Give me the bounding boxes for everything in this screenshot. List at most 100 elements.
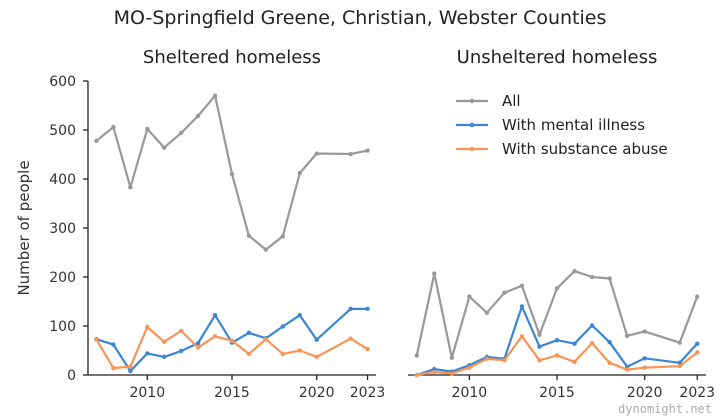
data-point-mental <box>111 342 116 347</box>
data-point-all <box>572 268 577 274</box>
data-point-substance <box>642 365 647 370</box>
data-point-all <box>178 130 184 136</box>
data-point-all <box>537 332 542 338</box>
data-point-mental <box>642 356 647 361</box>
legend-marker-substance <box>469 146 475 152</box>
data-point-mental <box>695 341 700 346</box>
data-point-all <box>624 333 630 338</box>
data-point-mental <box>554 338 560 343</box>
series-line-substance <box>95 325 369 370</box>
y-tick-label: 500 <box>49 123 76 139</box>
data-point-all <box>314 151 319 156</box>
x-tick-label: 2010 <box>129 385 165 401</box>
data-point-mental <box>348 306 353 312</box>
x-tick-label: 2015 <box>539 385 575 401</box>
data-point-all <box>297 170 302 176</box>
data-point-all <box>414 353 419 358</box>
unsheltered-panel: Unsheltered homeless 2010 2015 2020 2023 All… <box>408 47 715 401</box>
data-point-mental <box>677 360 682 365</box>
data-point-substance <box>128 364 133 369</box>
data-point-all <box>642 329 647 334</box>
data-point-all <box>365 148 370 153</box>
data-point-substance <box>695 350 700 355</box>
data-point-mental <box>128 368 133 374</box>
y-tick-label: 100 <box>49 319 76 335</box>
data-point-all <box>502 290 507 295</box>
data-point-substance <box>589 340 595 346</box>
data-point-all <box>484 310 490 315</box>
watermark: dynomight.net <box>618 402 712 416</box>
data-point-mental <box>162 354 167 360</box>
data-point-substance <box>212 334 218 339</box>
data-point-all <box>246 233 252 239</box>
data-point-all <box>229 171 235 177</box>
data-point-substance <box>607 360 612 365</box>
data-point-mental <box>280 324 286 329</box>
data-point-substance <box>554 353 560 358</box>
legend-label-all: All <box>502 92 521 110</box>
data-point-substance <box>263 337 269 342</box>
data-point-all <box>145 126 150 132</box>
data-point-all <box>348 151 353 157</box>
y-tick-label: 400 <box>49 172 76 188</box>
series-line-mental <box>96 307 368 373</box>
data-point-all <box>467 294 472 299</box>
legend-marker-mental <box>469 122 475 128</box>
data-point-substance <box>572 359 577 364</box>
data-point-substance <box>348 336 353 341</box>
data-point-mental <box>297 313 302 318</box>
data-point-substance <box>432 369 437 375</box>
data-point-all <box>589 274 595 280</box>
legend-label-mental: With mental illness <box>502 116 645 134</box>
data-point-substance <box>111 365 116 371</box>
data-point-all <box>280 234 286 239</box>
data-point-substance <box>484 356 490 362</box>
data-point-substance <box>502 358 507 363</box>
data-point-substance <box>280 351 286 357</box>
data-point-mental <box>314 337 319 342</box>
data-point-substance <box>414 372 419 378</box>
data-point-all <box>677 340 682 345</box>
data-point-all <box>94 138 99 143</box>
x-tick-label: 2010 <box>452 385 488 401</box>
data-point-substance <box>195 345 201 350</box>
data-point-all <box>212 93 218 98</box>
data-point-mental <box>607 339 612 345</box>
data-point-mental <box>178 348 184 354</box>
unsheltered-panel-title: Unsheltered homeless <box>457 47 658 68</box>
data-point-substance <box>537 358 542 363</box>
data-point-mental <box>572 341 577 346</box>
legend-marker-all <box>469 98 475 104</box>
data-point-substance <box>94 337 99 342</box>
legend-label-substance: With substance abuse <box>502 140 668 158</box>
data-point-substance <box>449 371 455 376</box>
y-tick-label: 300 <box>49 221 76 237</box>
data-point-all <box>162 145 167 150</box>
y-tick-label: 600 <box>49 74 76 90</box>
x-tick-label: 2023 <box>679 385 715 401</box>
data-point-mental <box>212 313 218 318</box>
data-point-all <box>607 276 612 281</box>
data-point-substance <box>624 367 630 372</box>
data-point-all <box>432 271 437 276</box>
data-point-substance <box>145 324 150 330</box>
data-point-substance <box>178 328 184 334</box>
data-point-substance <box>365 346 370 352</box>
data-point-substance <box>467 365 472 370</box>
y-tick-label: 0 <box>67 368 76 384</box>
data-point-substance <box>297 348 302 353</box>
data-point-all <box>554 286 560 291</box>
data-point-mental <box>246 330 252 336</box>
data-point-mental <box>145 351 150 356</box>
data-point-mental <box>589 323 595 328</box>
data-point-all <box>111 124 116 130</box>
data-point-all <box>128 185 133 190</box>
data-point-mental <box>519 304 525 309</box>
data-point-substance <box>229 338 235 343</box>
series-line-substance <box>416 335 698 377</box>
data-point-substance <box>162 339 167 344</box>
data-point-all <box>695 294 700 299</box>
series-line-mental <box>416 305 699 377</box>
data-point-substance <box>519 334 525 339</box>
